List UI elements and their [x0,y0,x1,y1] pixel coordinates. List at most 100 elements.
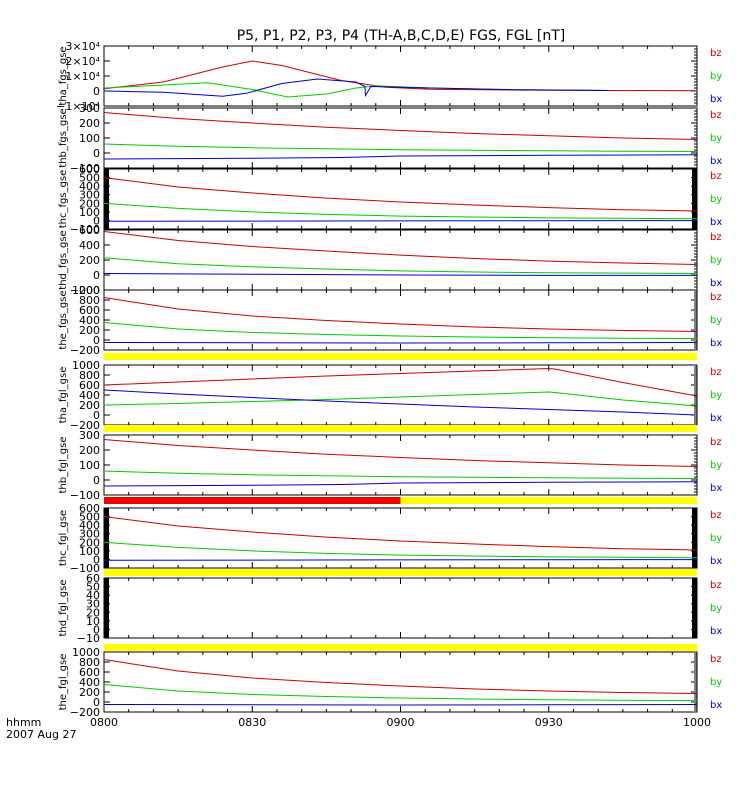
y-tick-label: 300 [79,528,100,541]
y-tick-label: 800 [79,294,100,307]
flag-bar-flag_yellow [400,497,697,504]
legend-by: by [710,390,722,401]
y-tick-label: 800 [79,369,100,382]
y-tick-label: 100 [79,206,100,219]
legend-bx: bx [710,556,722,567]
series-line-bz [103,367,698,397]
y-tick-label: 200 [79,254,100,267]
panel-frame [103,45,698,107]
legend-bx: bx [710,338,722,349]
series-line-bx [103,342,698,344]
y-tick-label: 0 [93,147,100,160]
y-tick-label: 400 [79,239,100,252]
y-tick-label: 60 [86,572,100,585]
y-axis-label: the_fgl_gse [58,654,69,711]
panel-frame [103,229,698,291]
y-tick-label: 50 [86,581,100,594]
series-line-bz [103,60,698,92]
y-tick-label: 200 [79,197,100,210]
legend-by: by [710,533,722,544]
legend-bz: bz [710,110,722,121]
y-tick-label: 300 [79,189,100,202]
legend-bz: bz [710,367,722,378]
flag-bar-flag_yellow [104,353,697,360]
panel-frame [103,507,698,569]
y-tick-label: −200 [70,706,100,719]
y-tick-label: −100 [70,223,100,236]
y-tick-label: 20 [86,606,100,619]
legend-by: by [710,677,722,688]
y-tick-label: 1000 [72,359,100,372]
right-side-bar [692,578,697,638]
y-tick-label: −200 [70,344,100,357]
legend-bz: bz [710,654,722,665]
x-tick-label: 0900 [387,716,415,729]
legend-bz: bz [710,580,722,591]
legend-by: by [710,315,722,326]
y-tick-label: −100 [70,162,100,175]
series-line-bz [103,177,698,212]
y-tick-label: −200 [70,284,100,297]
series-line-by [103,257,698,274]
series-line-by [103,541,698,559]
y-tick-label: 800 [79,656,100,669]
y-tick-label: 200 [79,444,100,457]
y-tick-label: 0 [93,85,100,98]
series-line-bz [103,659,698,694]
footer-date: 2007 Aug 27 [6,728,76,741]
legend-bx: bx [710,278,722,289]
legend-by: by [710,71,722,82]
legend-bz: bz [710,48,722,59]
y-tick-label: 0 [93,696,100,709]
series-line-bz [103,297,698,332]
series-line-bz [103,516,698,551]
flag-bar-flag_yellow [104,425,697,432]
y-tick-label: 0 [93,553,100,566]
series-line-by [103,470,698,479]
series-line-bx [103,273,697,276]
series-line-bx [103,481,698,487]
y-tick-label: 600 [79,666,100,679]
panel-frame [103,289,698,351]
y-tick-label: −1×10⁴ [56,100,100,113]
series-line-bz [103,439,698,467]
y-tick-label: 400 [79,519,100,532]
legend-bz: bz [710,510,722,521]
y-tick-label: 600 [79,379,100,392]
right-side-bar [692,169,697,229]
y-tick-label: 500 [79,511,100,524]
series-line-by [103,684,698,701]
y-tick-label: 0 [93,474,100,487]
y-tick-label: 600 [79,224,100,237]
y-tick-label: 500 [79,172,100,185]
y-tick-label: 30 [86,598,100,611]
series-line-bx [103,78,609,98]
y-axis-label: thd_fgl_gse [58,580,69,637]
left-side-bar [104,578,109,638]
y-axis-label: thc_fgl_gse [58,510,69,566]
y-tick-label: 10 [86,615,100,628]
left-side-bar [104,508,109,568]
legend-bx: bx [710,626,722,637]
x-tick-label: 0830 [238,716,266,729]
legend-bx: bx [710,217,722,228]
right-side-bar [692,508,697,568]
series-line-bx [103,704,698,706]
y-axis-label: thb_fgl_gse [58,437,69,494]
y-tick-label: 3×10⁴ [65,40,100,53]
footer-time-format: hhmm [6,716,41,729]
y-tick-label: −100 [70,562,100,575]
legend-bz: bz [710,292,722,303]
x-tick-label: 0930 [535,716,563,729]
y-axis-label: tha_fgl_gse [58,367,69,424]
